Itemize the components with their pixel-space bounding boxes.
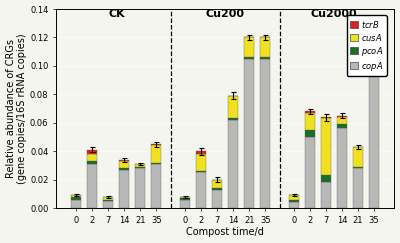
- Bar: [337, 129, 347, 208]
- Bar: [353, 147, 363, 167]
- Bar: [104, 197, 113, 200]
- Bar: [369, 25, 379, 26]
- Legend: $\mathit{tcrB}$, $\mathit{cusA}$, $\mathit{pcoA}$, $\mathit{copA}$: $\mathit{tcrB}$, $\mathit{cusA}$, $\math…: [347, 15, 387, 76]
- Bar: [228, 120, 238, 208]
- Text: CK: CK: [108, 9, 125, 19]
- Bar: [244, 57, 254, 59]
- Bar: [136, 164, 145, 167]
- Bar: [244, 37, 254, 57]
- Bar: [305, 137, 315, 208]
- Bar: [228, 119, 238, 120]
- Bar: [120, 161, 129, 168]
- Bar: [369, 59, 379, 208]
- Bar: [337, 117, 347, 124]
- Bar: [305, 130, 315, 137]
- Bar: [321, 175, 331, 182]
- Bar: [353, 168, 363, 208]
- Bar: [305, 113, 315, 130]
- Bar: [120, 170, 129, 208]
- Bar: [88, 161, 97, 164]
- Bar: [337, 124, 347, 129]
- Bar: [289, 195, 299, 200]
- Bar: [152, 163, 161, 164]
- Bar: [104, 201, 113, 208]
- Bar: [88, 164, 97, 208]
- Bar: [369, 57, 379, 59]
- Bar: [72, 200, 81, 208]
- Bar: [152, 144, 161, 146]
- Bar: [104, 200, 113, 201]
- X-axis label: Compost time/d: Compost time/d: [186, 227, 264, 237]
- Bar: [136, 168, 145, 208]
- Bar: [260, 57, 270, 59]
- Bar: [321, 119, 331, 175]
- Bar: [260, 37, 270, 57]
- Bar: [196, 171, 206, 173]
- Bar: [353, 167, 363, 168]
- Bar: [212, 180, 222, 188]
- Bar: [212, 188, 222, 190]
- Bar: [72, 197, 81, 200]
- Bar: [196, 151, 206, 154]
- Bar: [289, 202, 299, 208]
- Bar: [136, 167, 145, 168]
- Bar: [196, 173, 206, 208]
- Bar: [180, 200, 190, 208]
- Bar: [321, 182, 331, 208]
- Bar: [152, 146, 161, 163]
- Bar: [305, 111, 315, 113]
- Bar: [120, 160, 129, 161]
- Bar: [88, 154, 97, 161]
- Bar: [88, 150, 97, 154]
- Bar: [321, 117, 331, 119]
- Bar: [228, 96, 238, 119]
- Text: Cu200: Cu200: [206, 9, 245, 19]
- Bar: [260, 59, 270, 208]
- Bar: [244, 59, 254, 208]
- Bar: [337, 116, 347, 117]
- Bar: [180, 198, 190, 200]
- Bar: [289, 200, 299, 202]
- Bar: [120, 168, 129, 170]
- Bar: [152, 164, 161, 208]
- Bar: [369, 26, 379, 57]
- Text: Cu2000: Cu2000: [311, 9, 358, 19]
- Bar: [72, 195, 81, 197]
- Bar: [196, 154, 206, 171]
- Bar: [180, 197, 190, 198]
- Bar: [212, 190, 222, 208]
- Y-axis label: Relative abundance of CRGs
(gene copies/16S rRNA copies): Relative abundance of CRGs (gene copies/…: [6, 33, 27, 184]
